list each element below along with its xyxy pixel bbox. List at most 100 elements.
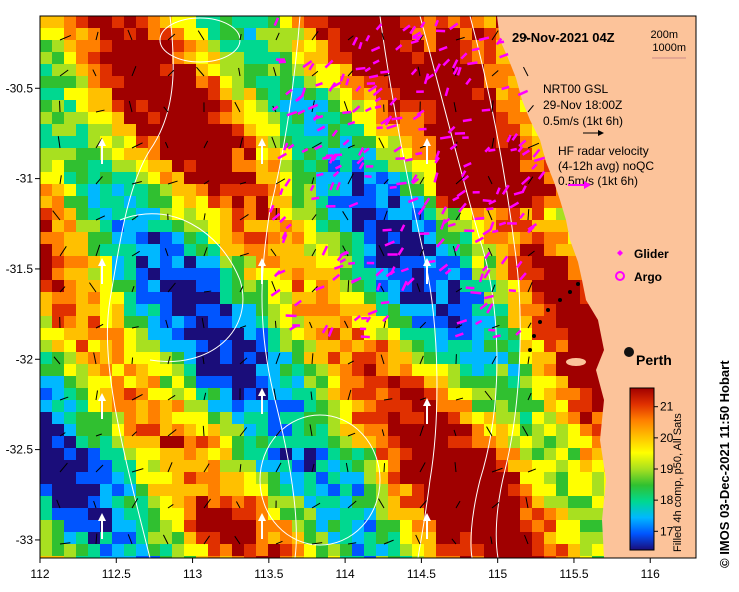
sst-cell bbox=[400, 352, 412, 364]
sst-cell bbox=[436, 448, 448, 460]
sst-cell bbox=[268, 16, 280, 28]
radar-vector bbox=[452, 196, 460, 202]
sst-cell bbox=[208, 412, 220, 424]
sst-cell bbox=[208, 364, 220, 376]
sst-cell bbox=[268, 160, 280, 172]
sst-cell bbox=[136, 88, 148, 100]
sst-cell bbox=[208, 184, 220, 196]
sst-cell bbox=[316, 292, 328, 304]
sst-cell bbox=[112, 352, 124, 364]
sst-cell bbox=[568, 436, 580, 448]
radar-vector bbox=[283, 142, 289, 151]
sst-cell bbox=[424, 292, 436, 304]
sst-cell bbox=[76, 256, 88, 268]
sst-cell bbox=[184, 412, 196, 424]
sst-cell bbox=[64, 508, 76, 520]
radar-vector bbox=[382, 228, 392, 232]
sst-cell bbox=[88, 124, 100, 136]
radar-vector bbox=[311, 196, 320, 201]
sst-cell bbox=[268, 472, 280, 484]
sst-cell bbox=[472, 364, 484, 376]
sst-cell bbox=[508, 316, 520, 328]
glider-track-point bbox=[538, 320, 542, 324]
sst-cell bbox=[52, 88, 64, 100]
sst-cell bbox=[568, 496, 580, 508]
sst-cell bbox=[400, 208, 412, 220]
sst-cell bbox=[148, 364, 160, 376]
sst-cell bbox=[292, 64, 304, 76]
sst-cell bbox=[316, 556, 328, 558]
sst-cell bbox=[76, 232, 88, 244]
sst-cell bbox=[568, 304, 580, 316]
sst-cell bbox=[520, 244, 532, 256]
sst-cell bbox=[88, 172, 100, 184]
radar-vector bbox=[452, 66, 459, 75]
sst-cell bbox=[172, 316, 184, 328]
sst-cell bbox=[160, 532, 172, 544]
model-vector bbox=[419, 462, 426, 473]
sst-cell bbox=[52, 100, 64, 112]
model-vector bbox=[491, 30, 499, 41]
sst-cell bbox=[316, 436, 328, 448]
sst-cell bbox=[400, 484, 412, 496]
sst-cell bbox=[460, 424, 472, 436]
sst-cell bbox=[196, 388, 208, 400]
sst-cell bbox=[448, 88, 460, 100]
sst-cell bbox=[532, 544, 544, 556]
model-vector bbox=[453, 429, 457, 437]
sst-cell bbox=[532, 388, 544, 400]
sst-cell bbox=[508, 400, 520, 412]
sst-cell bbox=[316, 364, 328, 376]
sst-cell bbox=[268, 520, 280, 532]
sst-cell bbox=[160, 256, 172, 268]
sst-cell bbox=[52, 448, 64, 460]
sst-cell bbox=[424, 268, 436, 280]
sst-cell bbox=[544, 412, 556, 424]
sst-cell bbox=[172, 88, 184, 100]
sst-cell bbox=[64, 220, 76, 232]
sst-cell bbox=[448, 376, 460, 388]
model-vector bbox=[347, 144, 355, 149]
sst-cell bbox=[448, 184, 460, 196]
sst-cell bbox=[544, 556, 556, 558]
radar-vector bbox=[380, 117, 390, 125]
sst-cell bbox=[64, 112, 76, 124]
y-tick-label: -32 bbox=[16, 352, 34, 366]
radar-vector bbox=[321, 324, 329, 334]
sst-cell bbox=[340, 280, 352, 292]
sst-cell bbox=[364, 136, 376, 148]
sst-cell bbox=[436, 556, 448, 558]
sst-cell bbox=[100, 64, 112, 76]
sst-cell bbox=[232, 16, 244, 28]
sst-cell bbox=[244, 184, 256, 196]
sst-cell bbox=[292, 340, 304, 352]
sst-cell bbox=[328, 280, 340, 292]
sst-cell bbox=[496, 508, 508, 520]
sst-cell bbox=[376, 292, 388, 304]
sst-cell bbox=[592, 400, 604, 412]
sst-cell bbox=[328, 448, 340, 460]
radar-vector bbox=[440, 218, 447, 230]
sst-cell bbox=[448, 292, 460, 304]
sst-cell bbox=[208, 88, 220, 100]
sst-cell bbox=[544, 400, 556, 412]
sst-cell bbox=[436, 388, 448, 400]
sst-cell bbox=[412, 376, 424, 388]
sst-cell bbox=[40, 352, 52, 364]
sst-cell bbox=[160, 52, 172, 64]
radar-vector bbox=[434, 156, 441, 164]
sst-cell bbox=[316, 220, 328, 232]
sst-cell bbox=[256, 16, 268, 28]
sst-cell bbox=[64, 460, 76, 472]
sst-cell bbox=[292, 160, 304, 172]
sst-cell bbox=[232, 76, 244, 88]
sst-cell bbox=[460, 520, 472, 532]
sst-cell bbox=[400, 544, 412, 556]
radar-vector bbox=[405, 157, 413, 162]
sst-cell bbox=[220, 124, 232, 136]
sst-cell bbox=[64, 400, 76, 412]
sst-cell bbox=[52, 472, 64, 484]
sst-cell bbox=[316, 508, 328, 520]
radar-vector bbox=[532, 148, 541, 158]
sst-cell bbox=[580, 436, 592, 448]
